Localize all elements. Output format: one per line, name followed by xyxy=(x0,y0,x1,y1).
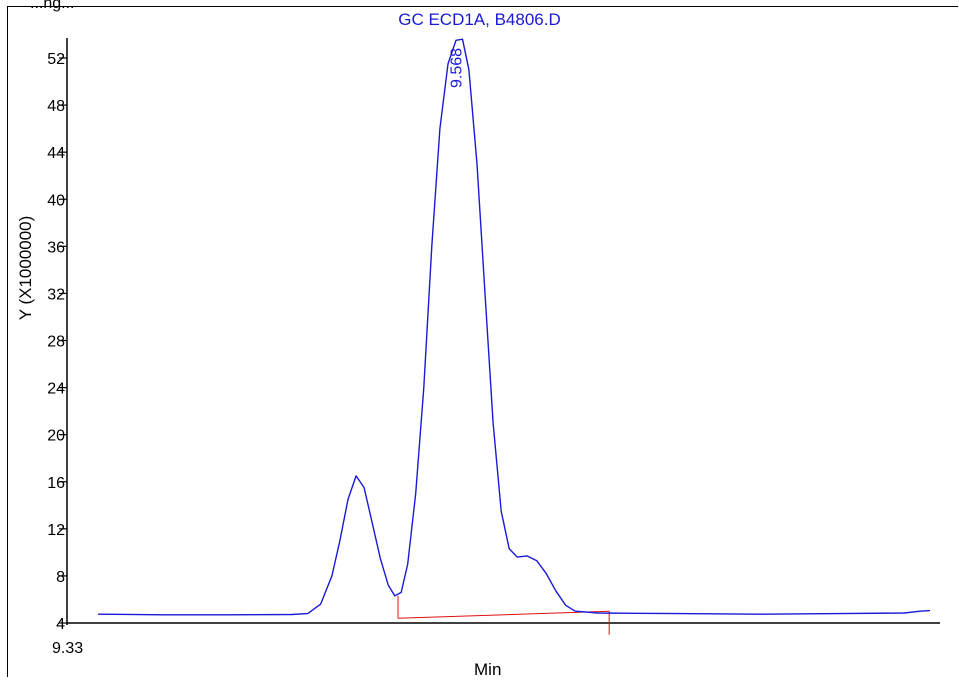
signal-line xyxy=(98,38,931,616)
x-axis-start-label: 9.33 xyxy=(52,640,84,657)
y-tick-label-36: 36 xyxy=(47,239,65,256)
partial-header-text: ...ng... xyxy=(30,0,75,12)
y-tick-label-4: 4 xyxy=(56,616,65,633)
baseline-line xyxy=(397,610,610,619)
y-tick-label-48: 48 xyxy=(47,98,65,115)
integration-baseline xyxy=(397,595,610,635)
y-tick-label-28: 28 xyxy=(47,334,65,351)
peak-label: 9.568 xyxy=(449,48,466,88)
y-tick-label-20: 20 xyxy=(47,428,65,445)
y-tick-label-32: 32 xyxy=(47,286,65,303)
signal-trace xyxy=(98,38,931,616)
y-tick-label-52: 52 xyxy=(47,51,65,68)
y-tick-label-8: 8 xyxy=(56,569,65,586)
chart-title: GC ECD1A, B4806.D xyxy=(398,10,561,29)
y-tick-label-12: 12 xyxy=(47,522,65,539)
y-tick-label-44: 44 xyxy=(47,145,65,162)
chart-frame: ...ng... xyxy=(7,0,958,677)
peak-labels: 9.568 xyxy=(449,48,466,88)
x-axis-label: Min xyxy=(474,660,502,679)
y-tick-label-16: 16 xyxy=(47,475,65,492)
y-tick-label-40: 40 xyxy=(47,192,65,209)
y-tick-label-24: 24 xyxy=(47,381,65,398)
